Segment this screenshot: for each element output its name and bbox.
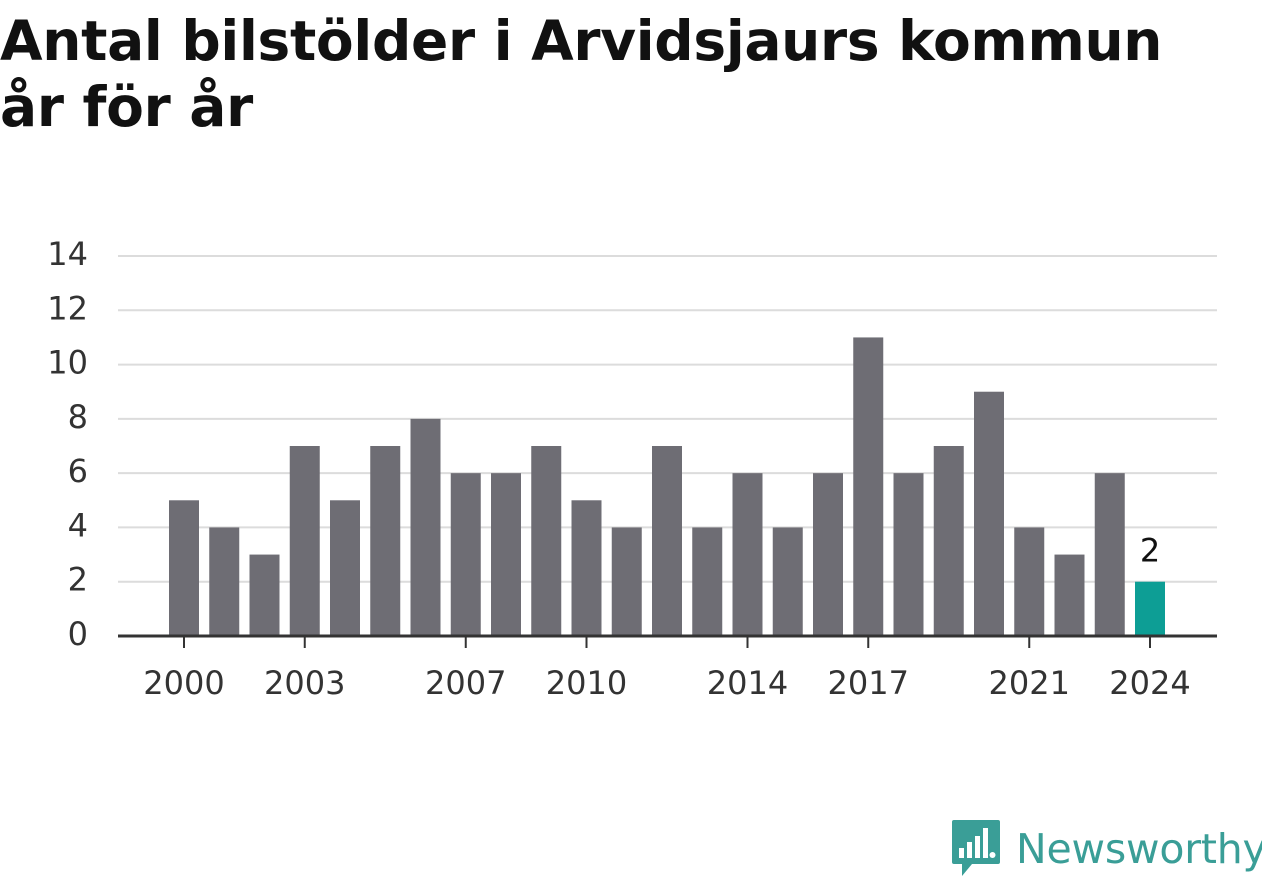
chart-title: Antal bilstölder i Arvidsjaurs kommun år… xyxy=(0,9,1163,139)
y-tick-label: 6 xyxy=(68,452,88,490)
x-tick-label: 2014 xyxy=(707,664,788,702)
bar xyxy=(330,500,360,636)
bar xyxy=(249,554,280,636)
bar xyxy=(1054,554,1085,636)
x-tick-label: 2024 xyxy=(1109,664,1190,702)
bars xyxy=(169,337,1165,636)
y-tick-label: 12 xyxy=(47,289,88,327)
bar xyxy=(974,391,1004,636)
bar xyxy=(370,446,401,636)
y-tick-label: 4 xyxy=(68,506,88,544)
bar xyxy=(491,473,521,636)
x-tick-label: 2000 xyxy=(143,664,224,702)
bar xyxy=(853,337,884,636)
bar xyxy=(450,473,481,636)
brand-name: Newsworthy xyxy=(1016,825,1262,873)
y-tick-label: 0 xyxy=(68,615,88,653)
bar xyxy=(289,446,320,636)
x-axis: 2000 2003 2007 2010 2014 2017 2021 2024 xyxy=(118,634,1217,702)
y-tick-label: 2 xyxy=(68,561,88,599)
bar xyxy=(209,527,240,636)
bar xyxy=(611,527,642,636)
annotations: 2 xyxy=(1140,532,1160,570)
bar xyxy=(732,473,763,636)
bar xyxy=(1135,581,1165,636)
x-tick-label: 2021 xyxy=(989,664,1070,702)
y-tick-label: 14 xyxy=(47,235,88,273)
bar xyxy=(410,418,441,636)
x-tick-label: 2003 xyxy=(264,664,345,702)
bar xyxy=(893,473,924,636)
bar xyxy=(652,446,682,636)
bar xyxy=(1094,473,1125,636)
bar xyxy=(1014,527,1045,636)
bar xyxy=(772,527,803,636)
y-tick-label: 8 xyxy=(68,398,88,436)
bar-chart-speech-bubble-icon xyxy=(952,820,1000,876)
bar xyxy=(169,500,199,636)
y-tick-label: 10 xyxy=(47,344,88,382)
newsworthy-logo: Newsworthy xyxy=(950,817,1262,881)
bar xyxy=(813,473,843,636)
data-label: 2 xyxy=(1140,532,1160,570)
bar xyxy=(933,446,964,636)
x-tick-label: 2007 xyxy=(425,664,506,702)
bar xyxy=(692,527,723,636)
bar xyxy=(571,500,602,636)
bar xyxy=(531,446,562,636)
x-tick-label: 2010 xyxy=(546,664,627,702)
x-tick-label: 2017 xyxy=(828,664,909,702)
y-axis-labels: 0 2 4 6 8 10 12 14 xyxy=(47,235,88,653)
